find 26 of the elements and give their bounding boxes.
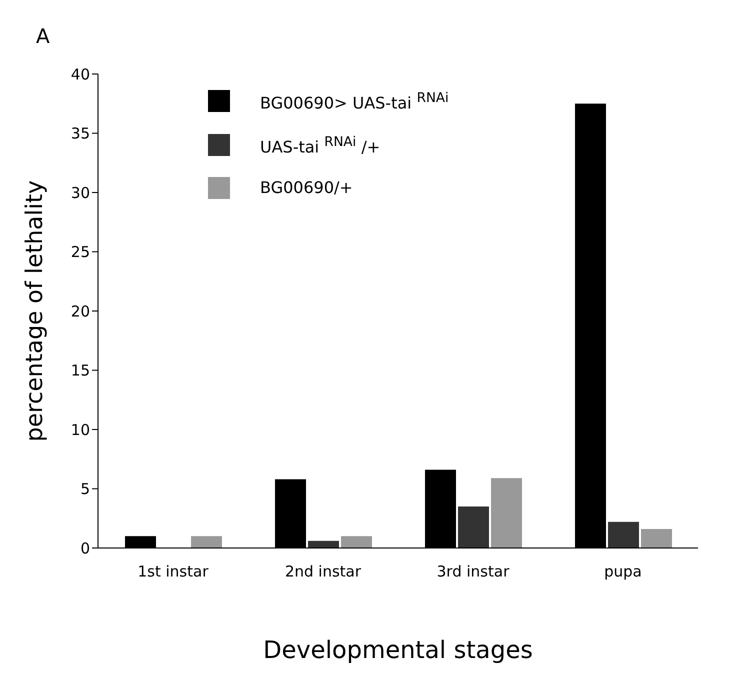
bar — [341, 536, 372, 548]
bar — [308, 540, 339, 548]
text: A — [36, 24, 50, 48]
y-tick-label: 35 — [70, 124, 90, 143]
y-tick-label: 0 — [80, 539, 90, 558]
x-tick-label: 2nd instar — [284, 562, 362, 581]
legend-label: BG00690/+ — [260, 176, 353, 199]
x-tick-label: pupa — [604, 562, 642, 581]
y-tick-label: 30 — [70, 184, 90, 202]
bar — [458, 506, 489, 548]
bar — [491, 478, 522, 548]
y-tick-label: 40 — [70, 65, 90, 84]
x-tick-label: 1st instar — [138, 562, 210, 581]
y-tick-label: 10 — [70, 420, 90, 439]
x-axis-title: Developmental stages — [262, 636, 534, 664]
bar — [191, 536, 222, 548]
legend-label: BG00690> UAS-tai $^{RNAi}$ — [260, 90, 449, 114]
y-axis-title: percentage of lethality — [22, 180, 48, 442]
bar — [608, 522, 639, 548]
y-tick-label: 15 — [70, 362, 90, 380]
y-tick-label: 5 — [80, 480, 90, 498]
x-tick-label: 3rd instar — [436, 562, 510, 581]
y-tick-label: 25 — [70, 243, 90, 262]
legend-label: UAS-tai $^{RNAi}$ /+ — [260, 134, 380, 159]
bar — [641, 529, 672, 548]
y-tick-label: 20 — [70, 302, 90, 320]
